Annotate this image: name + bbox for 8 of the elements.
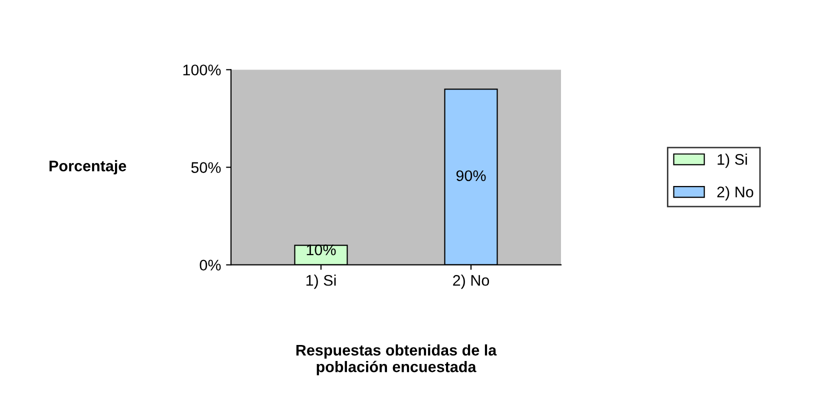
- y-tick-label: 0%: [200, 260, 221, 271]
- legend-label: 2) No: [717, 186, 754, 200]
- x-axis-title: Respuestas obtenidas de la población encuestada: [296, 344, 497, 376]
- data-label: 90%: [456, 170, 486, 182]
- y-tick-label: 100%: [183, 64, 221, 76]
- y-tick-label: 50%: [191, 162, 221, 173]
- legend-label: 1) Si: [718, 154, 747, 168]
- y-axis-title: Porcentaje: [50, 160, 126, 174]
